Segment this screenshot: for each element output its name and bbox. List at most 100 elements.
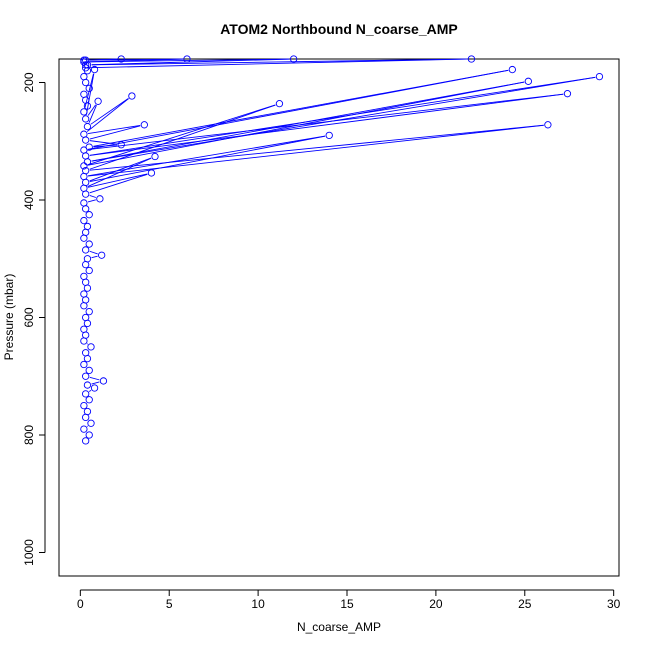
series-layer — [80, 55, 604, 445]
data-point — [85, 396, 93, 404]
series-segment — [87, 125, 141, 134]
y-axis: 200 400 600 800 1000 — [22, 72, 46, 566]
data-point — [83, 158, 92, 166]
data-point — [82, 205, 90, 213]
data-point — [80, 72, 88, 81]
series-segment — [89, 93, 564, 156]
series-segment — [91, 381, 100, 385]
data-point — [80, 172, 88, 181]
x-axis: 0 5 10 15 20 25 30 — [77, 589, 621, 611]
x-axis-label: N_coarse_AMP — [297, 620, 381, 634]
x-tick-label: 30 — [607, 597, 621, 611]
data-point — [82, 136, 90, 144]
data-point — [82, 228, 90, 236]
x-tick-label: 10 — [251, 597, 265, 611]
series-segment — [89, 376, 100, 381]
data-point — [83, 407, 92, 416]
data-point — [117, 55, 125, 63]
data-point — [82, 313, 90, 322]
series-segment — [88, 124, 544, 177]
data-point — [82, 78, 90, 87]
y-tick-label: 800 — [22, 425, 36, 445]
data-point — [90, 384, 99, 392]
series-segment — [87, 104, 97, 116]
series-segment — [86, 343, 89, 345]
data-point — [82, 96, 90, 104]
series-segment — [87, 104, 276, 166]
data-point — [563, 90, 572, 98]
series-segment — [89, 157, 152, 182]
series-segment — [93, 144, 118, 148]
data-point — [80, 199, 88, 207]
data-point — [82, 56, 90, 64]
series-segment — [91, 76, 596, 162]
data-point — [82, 152, 90, 160]
data-point — [80, 162, 88, 170]
data-point — [151, 152, 159, 161]
series-segment — [88, 104, 97, 123]
data-point — [80, 401, 88, 410]
y-tick-label: 1000 — [22, 539, 36, 566]
series-segment — [84, 73, 94, 108]
series-segment — [89, 250, 98, 255]
series-segment — [89, 125, 141, 140]
series-segment — [91, 255, 98, 259]
data-point — [80, 360, 88, 369]
data-point — [83, 354, 92, 363]
data-point — [290, 55, 298, 63]
x-tick-label: 0 — [77, 597, 84, 611]
data-point — [85, 266, 93, 275]
series-segment — [85, 73, 95, 115]
data-point — [85, 84, 93, 93]
plot-frame — [58, 58, 620, 577]
series-segment — [86, 98, 129, 132]
data-point — [80, 56, 88, 64]
data-point — [275, 100, 284, 108]
series-segment — [87, 173, 148, 188]
data-point — [117, 141, 125, 149]
series-segment — [86, 425, 89, 427]
x-tick-label: 5 — [166, 597, 173, 611]
data-point — [80, 425, 88, 433]
data-point — [96, 195, 104, 203]
data-point — [80, 325, 88, 333]
series-segment — [89, 76, 596, 156]
data-point — [82, 260, 90, 269]
data-point — [82, 190, 90, 198]
data-point — [82, 331, 90, 339]
y-axis-label: Pressure (mbar) — [2, 274, 16, 361]
data-point — [595, 72, 604, 81]
data-point — [80, 130, 88, 138]
data-point — [83, 284, 92, 292]
y-tick-label: 400 — [22, 190, 36, 210]
data-point — [82, 296, 90, 304]
data-point — [524, 77, 532, 85]
series-segment — [90, 98, 129, 125]
data-point — [85, 366, 93, 375]
data-point — [183, 55, 191, 63]
y-tick-label: 200 — [22, 72, 36, 92]
series-segment — [91, 58, 290, 66]
series-segment — [87, 81, 525, 166]
data-point — [80, 234, 88, 242]
data-point — [80, 184, 88, 192]
data-point — [83, 255, 92, 263]
data-point — [90, 65, 99, 74]
data-point — [82, 64, 90, 72]
data-point — [85, 211, 93, 219]
data-point — [82, 178, 90, 187]
data-point — [80, 272, 88, 281]
series-segment — [87, 135, 326, 177]
data-point — [140, 121, 148, 129]
series-segment — [89, 140, 118, 145]
data-point — [82, 115, 90, 123]
data-point — [87, 343, 95, 351]
data-point — [94, 97, 102, 105]
data-point — [80, 90, 88, 98]
data-point — [467, 55, 476, 63]
data-point — [82, 246, 90, 254]
data-point — [83, 319, 92, 328]
x-tick-label: 25 — [518, 597, 532, 611]
series-segment — [88, 93, 564, 151]
